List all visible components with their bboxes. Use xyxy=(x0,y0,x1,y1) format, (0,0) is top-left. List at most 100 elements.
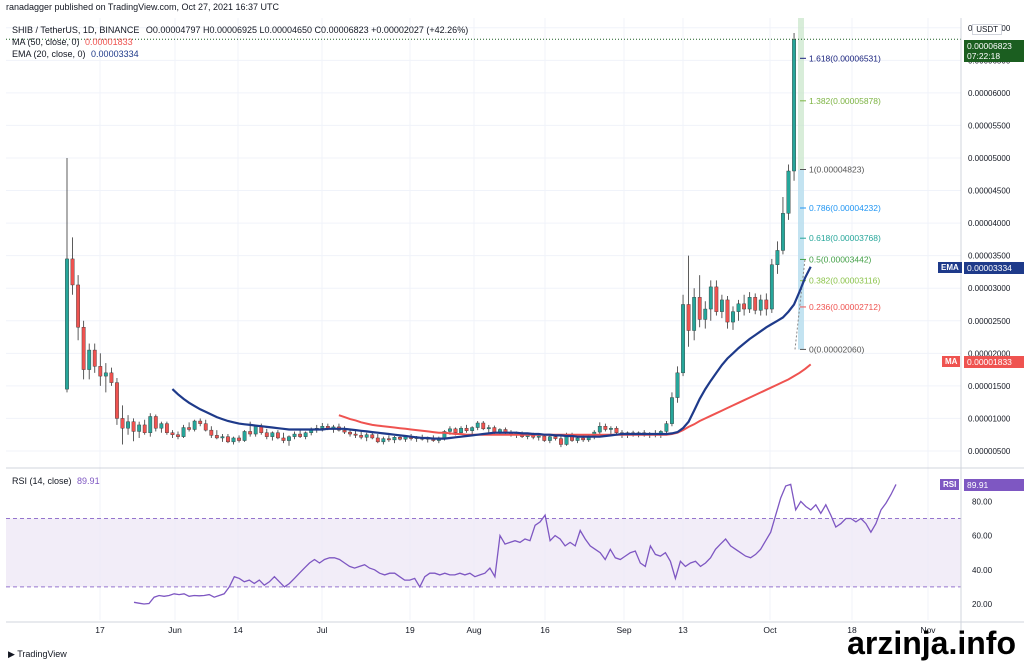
candle-body xyxy=(375,437,380,443)
candle-body xyxy=(126,421,130,429)
candle xyxy=(237,435,241,443)
candle-body xyxy=(775,250,780,265)
fib-level-label: 1.382(0.00005878) xyxy=(809,96,881,106)
candle xyxy=(475,421,480,431)
candle-body xyxy=(353,433,358,436)
symbol-line: SHIB / TetherUS, 1D, BINANCE O0.00004797… xyxy=(12,25,468,35)
price-tick-label: 0.00006000 xyxy=(968,89,1011,98)
candle-body xyxy=(686,304,691,331)
candle-body xyxy=(320,426,325,429)
fib-level-label: 0(0.00002060) xyxy=(809,344,864,354)
candle-body xyxy=(725,299,730,323)
candle xyxy=(148,413,153,437)
candle-body xyxy=(486,427,491,430)
time-tick-label: Oct xyxy=(763,625,777,635)
candle-body xyxy=(559,438,563,445)
candle xyxy=(786,164,791,220)
fib-level-label: 0.618(0.00003768) xyxy=(809,233,881,243)
candle-body xyxy=(481,422,486,430)
candle-body xyxy=(764,299,769,310)
candle-body xyxy=(597,426,602,433)
candle xyxy=(614,426,619,435)
time-tick-label: 13 xyxy=(678,625,688,635)
candle xyxy=(281,432,286,444)
time-tick-label: Jun xyxy=(168,625,182,635)
candle-body xyxy=(609,427,613,430)
candle xyxy=(65,157,69,393)
candle-body xyxy=(303,432,308,437)
candle xyxy=(764,293,769,316)
candle-body xyxy=(792,39,796,172)
candle-body xyxy=(220,436,225,439)
rsi-legend[interactable]: RSI (14, close) 89.91 xyxy=(12,476,100,486)
candle-body xyxy=(359,435,364,438)
ohlc-values: O0.00004797 H0.00006925 L0.00004650 C0.0… xyxy=(145,25,469,35)
price-tick-label: 0.00005500 xyxy=(968,121,1011,130)
candle-body xyxy=(276,432,280,439)
rsi-band xyxy=(6,517,961,588)
candle-body xyxy=(98,366,103,377)
candle-body xyxy=(459,427,463,433)
candle-body xyxy=(281,437,286,441)
candle xyxy=(697,275,702,328)
published-line: ranadagger published on TradingView.com,… xyxy=(6,2,280,12)
ma-legend[interactable]: MA (50, close, 0) 0.00001833 xyxy=(12,37,133,47)
candle xyxy=(775,241,780,274)
rsi-legend-value: 89.91 xyxy=(77,476,100,486)
candle-body xyxy=(231,437,236,443)
candle-body xyxy=(153,416,158,429)
candle-body xyxy=(581,437,586,441)
candle xyxy=(137,421,142,438)
ma50-line xyxy=(338,363,812,436)
candle-body xyxy=(287,436,291,441)
candle-body xyxy=(92,349,97,367)
candle xyxy=(226,434,230,444)
fib-trend-line xyxy=(794,258,806,350)
tradingview-logo[interactable]: ▶ TradingView xyxy=(8,649,67,660)
candle-body xyxy=(547,436,552,441)
candle xyxy=(464,424,469,433)
candle-body xyxy=(769,264,774,310)
fib-level-label: 0.382(0.00003116) xyxy=(809,276,880,286)
ema-legend[interactable]: EMA (20, close, 0) 0.00003334 xyxy=(12,49,139,59)
candle xyxy=(342,426,347,435)
candle-body xyxy=(253,426,258,435)
last-price: 0.00006823 xyxy=(967,41,1012,51)
time-tick-label: Sep xyxy=(616,625,631,635)
candle-body xyxy=(270,432,275,437)
candle xyxy=(87,343,92,380)
candle xyxy=(370,432,375,440)
candle-body xyxy=(248,431,253,435)
candle xyxy=(747,292,752,313)
candle xyxy=(220,434,225,442)
candle xyxy=(81,320,86,380)
time-tick-label: Aug xyxy=(466,625,481,635)
candle-body xyxy=(670,397,674,424)
candle-body xyxy=(736,303,741,312)
candle-body xyxy=(81,327,86,370)
candle-body xyxy=(187,427,191,430)
candle xyxy=(214,430,219,440)
candle-body xyxy=(181,427,186,437)
candle xyxy=(176,431,180,440)
candle-body xyxy=(192,420,197,430)
time-tick-label: 16 xyxy=(540,625,550,635)
candle xyxy=(681,294,685,377)
price-tick-label: 0.00004000 xyxy=(968,219,1011,228)
candle xyxy=(703,301,708,329)
candle-body xyxy=(708,286,713,310)
time-tick-label: Nov xyxy=(920,625,936,635)
candle-body xyxy=(758,299,763,311)
candle xyxy=(303,431,308,440)
candle-body xyxy=(614,427,619,433)
currency-button[interactable]: USDT xyxy=(972,24,1002,35)
candle-body xyxy=(464,427,469,431)
candle xyxy=(670,392,674,427)
candle xyxy=(115,378,119,425)
rsi-tick-label: 60.00 xyxy=(972,532,993,541)
candle-body xyxy=(675,372,680,398)
price-tick-label: 0.00000500 xyxy=(968,447,1011,456)
candle-body xyxy=(237,437,241,441)
candle-body xyxy=(398,437,402,440)
